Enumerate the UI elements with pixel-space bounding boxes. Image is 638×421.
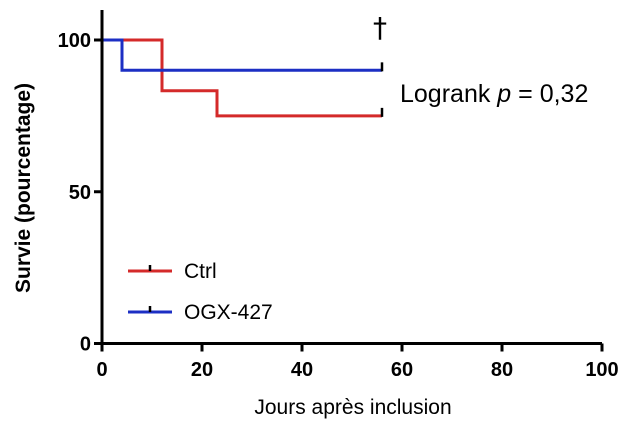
- y-axis-title: Survie (pourcentage): [12, 83, 35, 293]
- x-tick-label-2: 40: [291, 359, 313, 381]
- x-tick-label-0: 0: [96, 359, 107, 381]
- logrank-prefix: Logrank: [400, 80, 497, 108]
- legend: Ctrl OGX-427: [128, 260, 273, 324]
- logrank-p: p: [496, 80, 511, 108]
- survival-curves: [102, 38, 384, 118]
- y-tick-label-0: 0: [80, 334, 91, 356]
- y-tick-labels: 0 50 100: [58, 30, 91, 356]
- x-tick-label-3: 60: [391, 359, 413, 381]
- legend-label-0: Ctrl: [184, 260, 217, 283]
- y-tick-label-2: 100: [58, 30, 91, 52]
- x-tick-label-4: 80: [491, 359, 513, 381]
- dagger-mark: †: [373, 11, 387, 44]
- y-tick-label-1: 50: [69, 182, 91, 204]
- series-line-0: [102, 38, 382, 118]
- x-axis-title: Jours après inclusion: [254, 396, 451, 419]
- legend-label-1: OGX-427: [184, 301, 273, 324]
- x-tick-label-1: 20: [191, 359, 213, 381]
- logrank-annotation: Logrank p = 0,32: [400, 80, 588, 108]
- axis-ticks: [94, 38, 604, 352]
- logrank-value: = 0,32: [511, 80, 588, 108]
- x-tick-labels: 0 20 40 60 80 100: [96, 359, 618, 381]
- x-tick-label-5: 100: [585, 359, 618, 381]
- series-line-1: [102, 38, 382, 72]
